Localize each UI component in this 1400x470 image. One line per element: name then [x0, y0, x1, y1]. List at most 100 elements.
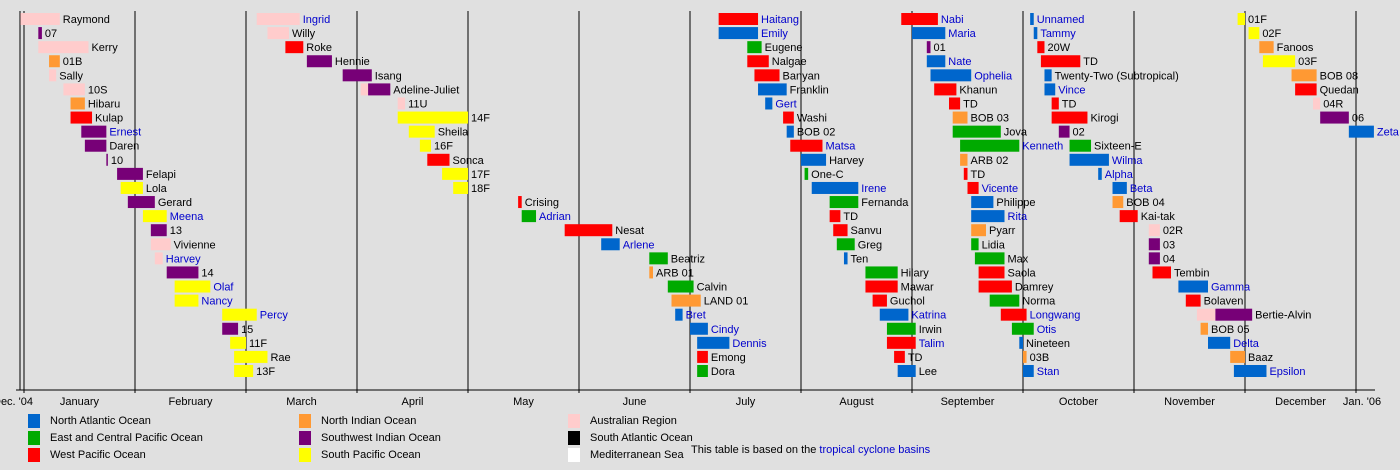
- storm-bar: [230, 336, 246, 349]
- storm-label: Quedan: [1320, 84, 1359, 96]
- storm-label: Harvey: [829, 155, 864, 167]
- storm-label: 10S: [88, 84, 108, 96]
- storm-label[interactable]: Nancy: [201, 296, 233, 308]
- storm-label[interactable]: Talim: [919, 338, 945, 350]
- storm-label[interactable]: Katrina: [911, 310, 947, 322]
- storm-bar: [1112, 181, 1127, 194]
- storm-bar: [222, 308, 257, 321]
- storm-label[interactable]: Vicente: [982, 183, 1019, 195]
- storm-label: Raymond: [63, 14, 110, 26]
- storm-label: 15: [241, 324, 253, 336]
- storm-bar: [70, 111, 93, 124]
- storm-label: 03B: [1030, 352, 1050, 364]
- storm-bar: [967, 181, 979, 194]
- axis-tick-label: April: [401, 396, 423, 408]
- storm-label: 13F: [256, 366, 275, 378]
- storm-bar: [342, 69, 372, 82]
- storm-label[interactable]: Vince: [1058, 84, 1085, 96]
- storm-bar: [865, 280, 898, 293]
- storm-label[interactable]: Haitang: [761, 14, 799, 26]
- storm-label: Greg: [858, 239, 882, 251]
- storm-label[interactable]: Bret: [686, 310, 706, 322]
- storm-label[interactable]: Beta: [1130, 183, 1154, 195]
- storm-label[interactable]: Irene: [861, 183, 886, 195]
- axis-tick-label: February: [168, 396, 213, 408]
- storm-bar: [1069, 153, 1109, 166]
- basin-note: This table is based on the tropical cycl…: [691, 444, 930, 456]
- storm-label: BOB 03: [971, 113, 1010, 125]
- storm-label[interactable]: Unnamed: [1037, 14, 1085, 26]
- storm-bar: [879, 308, 909, 321]
- storm-label[interactable]: Rita: [1008, 211, 1028, 223]
- storm-label[interactable]: Ophelia: [974, 70, 1013, 82]
- axis-tick-label: Jan. '06: [1343, 396, 1381, 408]
- storm-label[interactable]: Ernest: [109, 127, 141, 139]
- storm-label: Sanvu: [851, 225, 882, 237]
- storm-bar: [804, 167, 809, 180]
- tropical-cyclone-basins-link[interactable]: tropical cyclone basins: [819, 444, 931, 456]
- storm-label: Fernanda: [861, 197, 909, 209]
- storm-label[interactable]: Harvey: [166, 253, 201, 265]
- storm-label: 13: [170, 225, 182, 237]
- storm-label[interactable]: Longwang: [1030, 310, 1081, 322]
- axis-tick-label: January: [60, 396, 100, 408]
- storm-bar: [978, 266, 1005, 279]
- storm-label[interactable]: Percy: [260, 310, 289, 322]
- storm-label[interactable]: Delta: [1233, 338, 1260, 350]
- storm-label[interactable]: Emily: [761, 28, 788, 40]
- storm-label: Rae: [270, 352, 290, 364]
- storm-label: Vivienne: [174, 239, 216, 251]
- storm-bar: [1030, 13, 1034, 25]
- storm-label[interactable]: Dennis: [732, 338, 767, 350]
- storm-label[interactable]: Wilma: [1112, 155, 1143, 167]
- storm-label[interactable]: Tammy: [1040, 28, 1076, 40]
- storm-label[interactable]: Matsa: [825, 141, 856, 153]
- storm-label[interactable]: Epsilon: [1269, 366, 1305, 378]
- storm-label[interactable]: Stan: [1037, 366, 1060, 378]
- storm-bar: [285, 41, 304, 54]
- storm-bar: [360, 83, 369, 96]
- storm-label: Adeline-Juliet: [393, 84, 459, 96]
- storm-label[interactable]: Nabi: [941, 14, 964, 26]
- storm-bar: [1098, 167, 1102, 180]
- storm-bar: [1348, 125, 1374, 138]
- legend-swatch: [568, 448, 580, 462]
- storm-label: Dora: [711, 366, 736, 378]
- storm-label[interactable]: Adrian: [539, 211, 571, 223]
- storm-bar: [1112, 196, 1124, 209]
- storm-bar: [1148, 224, 1160, 237]
- storm-label[interactable]: Ingrid: [303, 14, 331, 26]
- storm-label[interactable]: Otis: [1037, 324, 1057, 336]
- storm-label: Pyarr: [989, 225, 1016, 237]
- storm-label: Isang: [375, 70, 402, 82]
- storm-label: Jova: [1004, 127, 1028, 139]
- storm-label: Sixteen-E: [1094, 141, 1142, 153]
- storm-label[interactable]: Olaf: [213, 282, 234, 294]
- storm-bar: [63, 83, 85, 96]
- storm-label[interactable]: Kenneth: [1022, 141, 1063, 153]
- storm-bar: [926, 55, 946, 68]
- storm-bar: [81, 125, 107, 138]
- storm-label[interactable]: Gert: [775, 98, 796, 110]
- storm-bar: [747, 41, 762, 54]
- storm-bar: [1259, 41, 1274, 54]
- storm-bar: [442, 167, 468, 180]
- storm-label: 01F: [1248, 14, 1267, 26]
- storm-label: Hennie: [335, 56, 370, 68]
- storm-label[interactable]: Alpha: [1105, 169, 1134, 181]
- storm-bar: [765, 97, 773, 110]
- storm-bar: [783, 111, 794, 124]
- axis-tick-label: May: [513, 396, 534, 408]
- note-text: This table is based on the: [691, 444, 820, 456]
- storm-label: Kirogi: [1090, 113, 1118, 125]
- storm-label[interactable]: Zeta: [1377, 127, 1400, 139]
- storm-label[interactable]: Nate: [948, 56, 971, 68]
- storm-label[interactable]: Meena: [170, 211, 205, 223]
- storm-label[interactable]: Gamma: [1211, 282, 1251, 294]
- storm-label[interactable]: Cindy: [711, 324, 740, 336]
- storm-bar: [1313, 97, 1321, 110]
- storm-label: Mawar: [901, 282, 934, 294]
- storm-bar: [963, 167, 968, 180]
- storm-label[interactable]: Arlene: [623, 239, 655, 251]
- storm-label[interactable]: Maria: [948, 28, 976, 40]
